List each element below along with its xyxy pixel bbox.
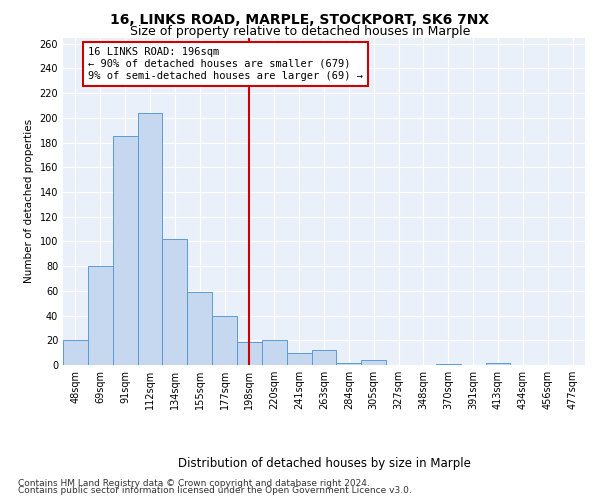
Text: Contains public sector information licensed under the Open Government Licence v3: Contains public sector information licen… (18, 486, 412, 495)
Bar (287, 352, 311, 365)
Text: 16 LINKS ROAD: 196sqm
← 90% of detached houses are smaller (679)
9% of semi-deta: 16 LINKS ROAD: 196sqm ← 90% of detached … (88, 48, 363, 80)
Bar (311, 350, 337, 365)
Text: Size of property relative to detached houses in Marple: Size of property relative to detached ho… (130, 25, 470, 38)
Bar (337, 362, 361, 365)
Text: Contains HM Land Registry data © Crown copyright and database right 2024.: Contains HM Land Registry data © Crown c… (18, 478, 370, 488)
Bar (187, 292, 212, 365)
Bar (361, 360, 386, 365)
Bar (88, 266, 113, 365)
Text: Distribution of detached houses by size in Marple: Distribution of detached houses by size … (178, 458, 470, 470)
Bar (163, 239, 187, 365)
Bar (262, 340, 287, 365)
Bar (485, 362, 511, 365)
Bar (63, 340, 88, 365)
Bar (436, 364, 461, 365)
Y-axis label: Number of detached properties: Number of detached properties (24, 119, 34, 284)
Bar (137, 113, 163, 365)
Bar (237, 342, 262, 365)
Text: 16, LINKS ROAD, MARPLE, STOCKPORT, SK6 7NX: 16, LINKS ROAD, MARPLE, STOCKPORT, SK6 7… (110, 12, 490, 26)
Bar (113, 136, 137, 365)
Bar (212, 316, 237, 365)
